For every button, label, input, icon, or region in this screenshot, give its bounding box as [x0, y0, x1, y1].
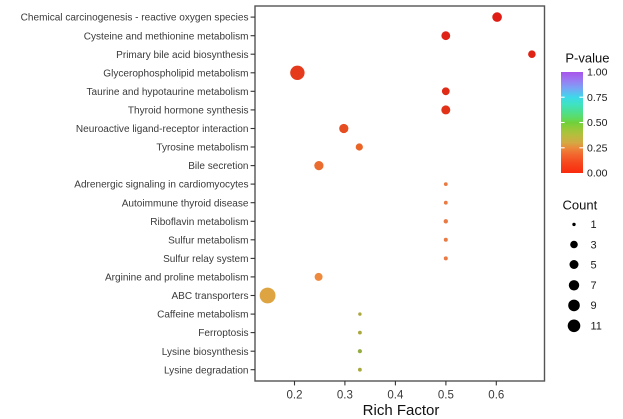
svg-text:Thyroid hormone synthesis: Thyroid hormone synthesis [128, 106, 249, 117]
svg-text:11: 11 [591, 321, 602, 333]
svg-text:Sulfur metabolism: Sulfur metabolism [168, 235, 248, 246]
svg-text:Tyrosine metabolism: Tyrosine metabolism [156, 143, 248, 154]
svg-text:Caffeine metabolism: Caffeine metabolism [157, 310, 248, 321]
svg-text:7: 7 [591, 280, 597, 292]
svg-text:Count: Count [563, 197, 598, 212]
svg-text:0.3: 0.3 [337, 390, 353, 402]
svg-text:Sulfur relay system: Sulfur relay system [163, 254, 248, 265]
svg-text:Riboflavin metabolism: Riboflavin metabolism [150, 217, 248, 228]
svg-text:Autoimmune thyroid disease: Autoimmune thyroid disease [122, 198, 249, 209]
svg-text:Cysteine and methionine metabo: Cysteine and methionine metabolism [84, 31, 249, 42]
svg-text:Arginine and proline metabolis: Arginine and proline metabolism [105, 273, 249, 284]
svg-text:1.00: 1.00 [587, 67, 608, 79]
svg-text:Neuroactive ligand-receptor in: Neuroactive ligand-receptor interaction [76, 124, 249, 135]
svg-text:Adrenergic signaling in cardio: Adrenergic signaling in cardiomyocytes [74, 180, 248, 191]
svg-text:Ferroptosis: Ferroptosis [198, 328, 248, 339]
svg-text:0.25: 0.25 [587, 142, 608, 154]
svg-text:Taurine and hypotaurine metabo: Taurine and hypotaurine metabolism [87, 87, 249, 98]
svg-text:Lysine biosynthesis: Lysine biosynthesis [162, 347, 249, 358]
svg-text:0.5: 0.5 [438, 390, 454, 402]
svg-text:Glycerophospholipid metabolism: Glycerophospholipid metabolism [103, 68, 248, 79]
svg-text:3: 3 [591, 239, 597, 251]
svg-text:0.2: 0.2 [287, 390, 303, 402]
svg-text:0.4: 0.4 [387, 390, 404, 402]
svg-text:P-value: P-value [565, 51, 609, 66]
svg-text:ABC transporters: ABC transporters [171, 291, 248, 302]
svg-text:Primary bile acid biosynthesis: Primary bile acid biosynthesis [116, 50, 248, 61]
svg-text:1: 1 [591, 219, 597, 231]
svg-text:Chemical carcinogenesis - reac: Chemical carcinogenesis - reactive oxyge… [21, 13, 249, 24]
svg-text:9: 9 [591, 300, 597, 312]
svg-text:0.75: 0.75 [587, 92, 608, 104]
svg-text:0.6: 0.6 [488, 390, 504, 402]
svg-text:5: 5 [591, 259, 597, 271]
svg-text:Bile secretion: Bile secretion [188, 161, 248, 172]
svg-text:0.00: 0.00 [587, 168, 608, 180]
svg-text:Lysine degradation: Lysine degradation [164, 365, 249, 376]
svg-text:Rich Factor: Rich Factor [363, 402, 440, 419]
svg-text:0.50: 0.50 [587, 117, 608, 129]
